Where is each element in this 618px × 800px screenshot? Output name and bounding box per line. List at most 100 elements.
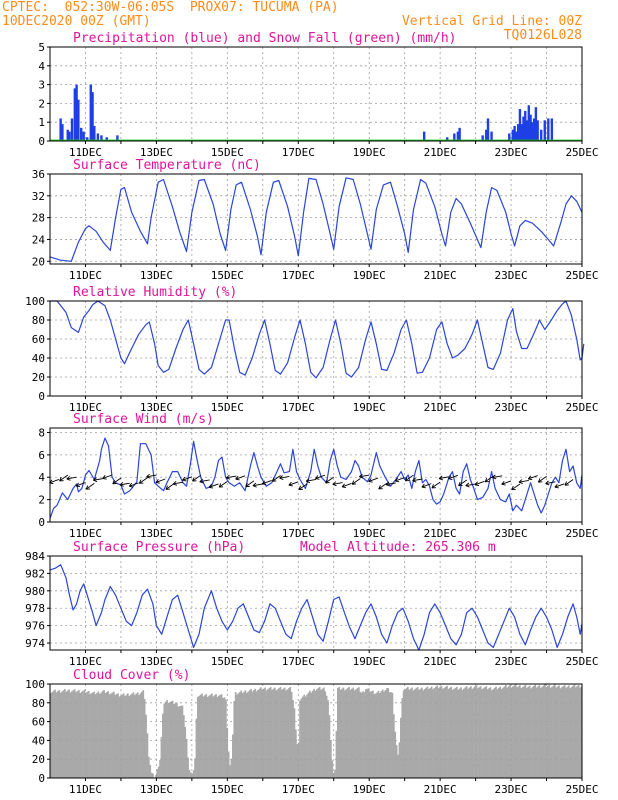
rh-frame — [49, 300, 583, 397]
cloud-cover-bar — [251, 691, 254, 778]
cloud-cover-bar — [552, 685, 555, 778]
cloud-cover-bar — [559, 688, 562, 778]
cloud-cover-bar — [51, 691, 54, 778]
cloud-cover-bar — [282, 688, 285, 778]
wind-arrow-head — [59, 477, 64, 482]
cloud-cover-bar — [148, 756, 150, 778]
rh-title: Relative Humidity (%) — [73, 285, 237, 300]
cloud-cover-bar — [505, 685, 507, 778]
cloud-cover-bar — [531, 687, 534, 778]
pres-ytick-label: 978 — [25, 602, 45, 615]
cloud-cover-bar — [502, 687, 504, 778]
cloud-cover-bar — [260, 687, 262, 778]
cloud-cover-bar — [520, 688, 523, 778]
wind-arrow — [458, 479, 467, 487]
cloud-cover-bar — [61, 691, 63, 778]
cloud-cover-bar — [134, 694, 136, 778]
wind-arrow — [49, 479, 60, 484]
cloud-cover-bar — [132, 692, 135, 778]
cloud-cover-bar — [236, 694, 238, 778]
cloud-cover-bar — [97, 691, 100, 778]
cloud-cover-bar — [93, 691, 96, 778]
wind-arrow — [315, 474, 326, 480]
cloud-cover-bar — [255, 691, 258, 778]
cloud-cover-bar — [240, 690, 243, 778]
pres-ytick-label: 980 — [25, 585, 45, 598]
cloud-cover-bar — [65, 691, 68, 778]
cloud-cover-bar — [526, 687, 528, 778]
temp-xtick-label: 23DEC — [495, 269, 528, 282]
cloud-cover-bar — [318, 687, 321, 778]
wind-arrow — [501, 480, 512, 485]
cloud-cover-bar — [372, 690, 374, 778]
cloud-cover-bar — [393, 714, 395, 778]
wind-arrow-head — [359, 473, 364, 479]
cloud-cover-bar — [421, 687, 423, 778]
cloud-cover-bar — [495, 686, 497, 778]
cloud-cover-bar — [292, 700, 294, 778]
cloud-cover-bar — [138, 695, 140, 778]
precip-bar — [527, 105, 530, 141]
wind-arrow — [66, 476, 77, 480]
wind-arrow — [359, 474, 370, 478]
precip-bar — [490, 131, 493, 141]
precip-bar — [543, 120, 546, 141]
cloud-cover-bar — [517, 686, 520, 778]
rh-ytick-label: 40 — [32, 352, 45, 365]
cloud-cover-bar — [376, 692, 378, 778]
cloud-cover-bar — [514, 684, 517, 778]
rh-xtick-label: 15DEC — [211, 401, 244, 414]
cloud-cover-bar — [524, 684, 527, 778]
pres-xtick-label: 11DEC — [69, 655, 102, 668]
cloud-xtick-label: 11DEC — [69, 783, 102, 796]
precip-bar — [513, 125, 516, 141]
wind-arrow-head — [245, 482, 250, 488]
cloud-cover-bar — [187, 757, 189, 778]
cloud-cover-bar — [92, 692, 94, 778]
cloud-cover-bar — [325, 695, 328, 778]
cloud-cover-bar — [458, 688, 461, 778]
cloud-cover-bar — [254, 688, 257, 778]
precip-frame — [49, 46, 583, 142]
precip-bar — [525, 120, 529, 141]
cloud-cover-bar — [310, 692, 313, 778]
cloud-cover-bar — [471, 688, 474, 778]
cloud-cover-bar — [416, 687, 419, 778]
pres-altitude-label: Model Altitude: 265.306 m — [300, 540, 496, 555]
cloud-cover-bar — [306, 694, 308, 778]
wind-arrow — [226, 475, 237, 479]
wind-arrow-head — [235, 475, 240, 481]
cloud-panel — [47, 683, 583, 781]
cloud-cover-bar — [405, 688, 408, 778]
precip-bar — [536, 120, 539, 141]
cloud-cover-bar — [449, 687, 451, 778]
cloud-cover-bar — [478, 687, 481, 778]
cloud-cover-bar — [202, 696, 205, 778]
wind-arrow — [192, 474, 201, 482]
cloud-cover-bar — [387, 688, 390, 778]
cloud-cover-bar — [374, 693, 377, 778]
wind-arrow — [93, 478, 104, 481]
wind-arrow-head — [128, 482, 134, 488]
precip-ytick-label: 1 — [38, 116, 45, 129]
wind-arrow — [448, 474, 459, 480]
wind-arrow-head — [518, 479, 523, 485]
precip-bar — [531, 122, 534, 141]
cloud-cover-bar — [54, 689, 56, 778]
wind-arrow — [431, 481, 441, 489]
pres-series-line — [49, 564, 583, 651]
cloud-cover-bar — [110, 693, 112, 778]
wind-arrow — [182, 476, 193, 481]
cloud-cover-bar — [209, 694, 212, 778]
cloud-cover-bar — [342, 687, 345, 778]
cloud-cover-bar — [253, 690, 255, 778]
cloud-cover-bar — [468, 687, 471, 778]
precip-bar — [550, 118, 554, 141]
cloud-cover-bar — [492, 689, 495, 778]
cloud-cover-bar — [79, 692, 82, 778]
wind-arrow-head — [155, 479, 160, 484]
cloud-cover-bar — [117, 693, 119, 778]
cloud-cover-bar — [450, 686, 453, 778]
cloud-cover-bar — [188, 769, 191, 778]
wind-arrow-head — [501, 480, 506, 486]
